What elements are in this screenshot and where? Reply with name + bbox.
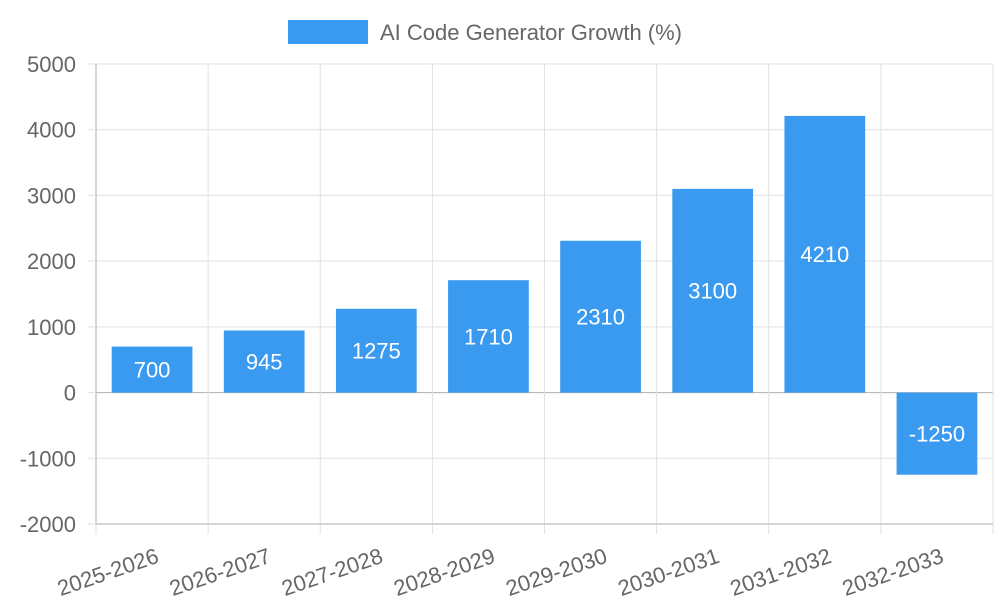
bar [111, 346, 193, 393]
data-label: 1710 [464, 324, 513, 349]
y-tick-label: 4000 [27, 118, 76, 143]
x-axis-ticks: 2025-2026 2026-2027 2027-2028 2028-2029 2029… [54, 543, 947, 600]
x-tick-label: 2028-2029 [390, 543, 498, 600]
x-tick-label: 2025-2026 [54, 543, 162, 600]
y-tick-label: 2000 [27, 249, 76, 274]
data-label: 945 [246, 350, 283, 375]
y-tick-label: 5000 [27, 52, 76, 77]
data-label: 700 [134, 358, 171, 383]
data-label: 2310 [576, 305, 625, 330]
bar [784, 115, 866, 393]
data-label: 3100 [688, 279, 737, 304]
data-label: 1275 [352, 339, 401, 364]
legend-label: AI Code Generator Growth (%) [380, 20, 682, 45]
x-tick-label: 2026-2027 [166, 543, 274, 600]
axes [95, 64, 993, 525]
bars [111, 115, 978, 475]
gridlines [95, 63, 994, 534]
bar [223, 330, 305, 393]
data-label: 4210 [800, 242, 849, 267]
data-label: -1250 [909, 422, 965, 447]
y-tick-label: -2000 [20, 512, 76, 537]
y-tick-label: -1000 [20, 446, 76, 471]
x-tick-label: 2031-2032 [727, 543, 835, 600]
y-tick-label: 3000 [27, 183, 76, 208]
data-labels: 700 945 1275 1710 2310 3100 4210 -1250 [134, 242, 965, 446]
legend: AI Code Generator Growth (%) [288, 20, 682, 45]
x-tick-label: 2030-2031 [615, 543, 723, 600]
x-tick-label: 2032-2033 [839, 543, 947, 600]
legend-swatch [288, 20, 368, 44]
x-tick-label: 2027-2028 [278, 543, 386, 600]
y-axis-ticks: -2000 -1000 0 1000 2000 3000 4000 5000 [20, 52, 96, 537]
y-tick-label: 1000 [27, 315, 76, 340]
bar [896, 392, 978, 475]
x-tick-label: 2029-2030 [503, 543, 611, 600]
bar [448, 280, 529, 393]
y-tick-label: 0 [64, 381, 76, 406]
bar [560, 240, 641, 393]
bar [335, 308, 417, 393]
bar [672, 188, 754, 393]
